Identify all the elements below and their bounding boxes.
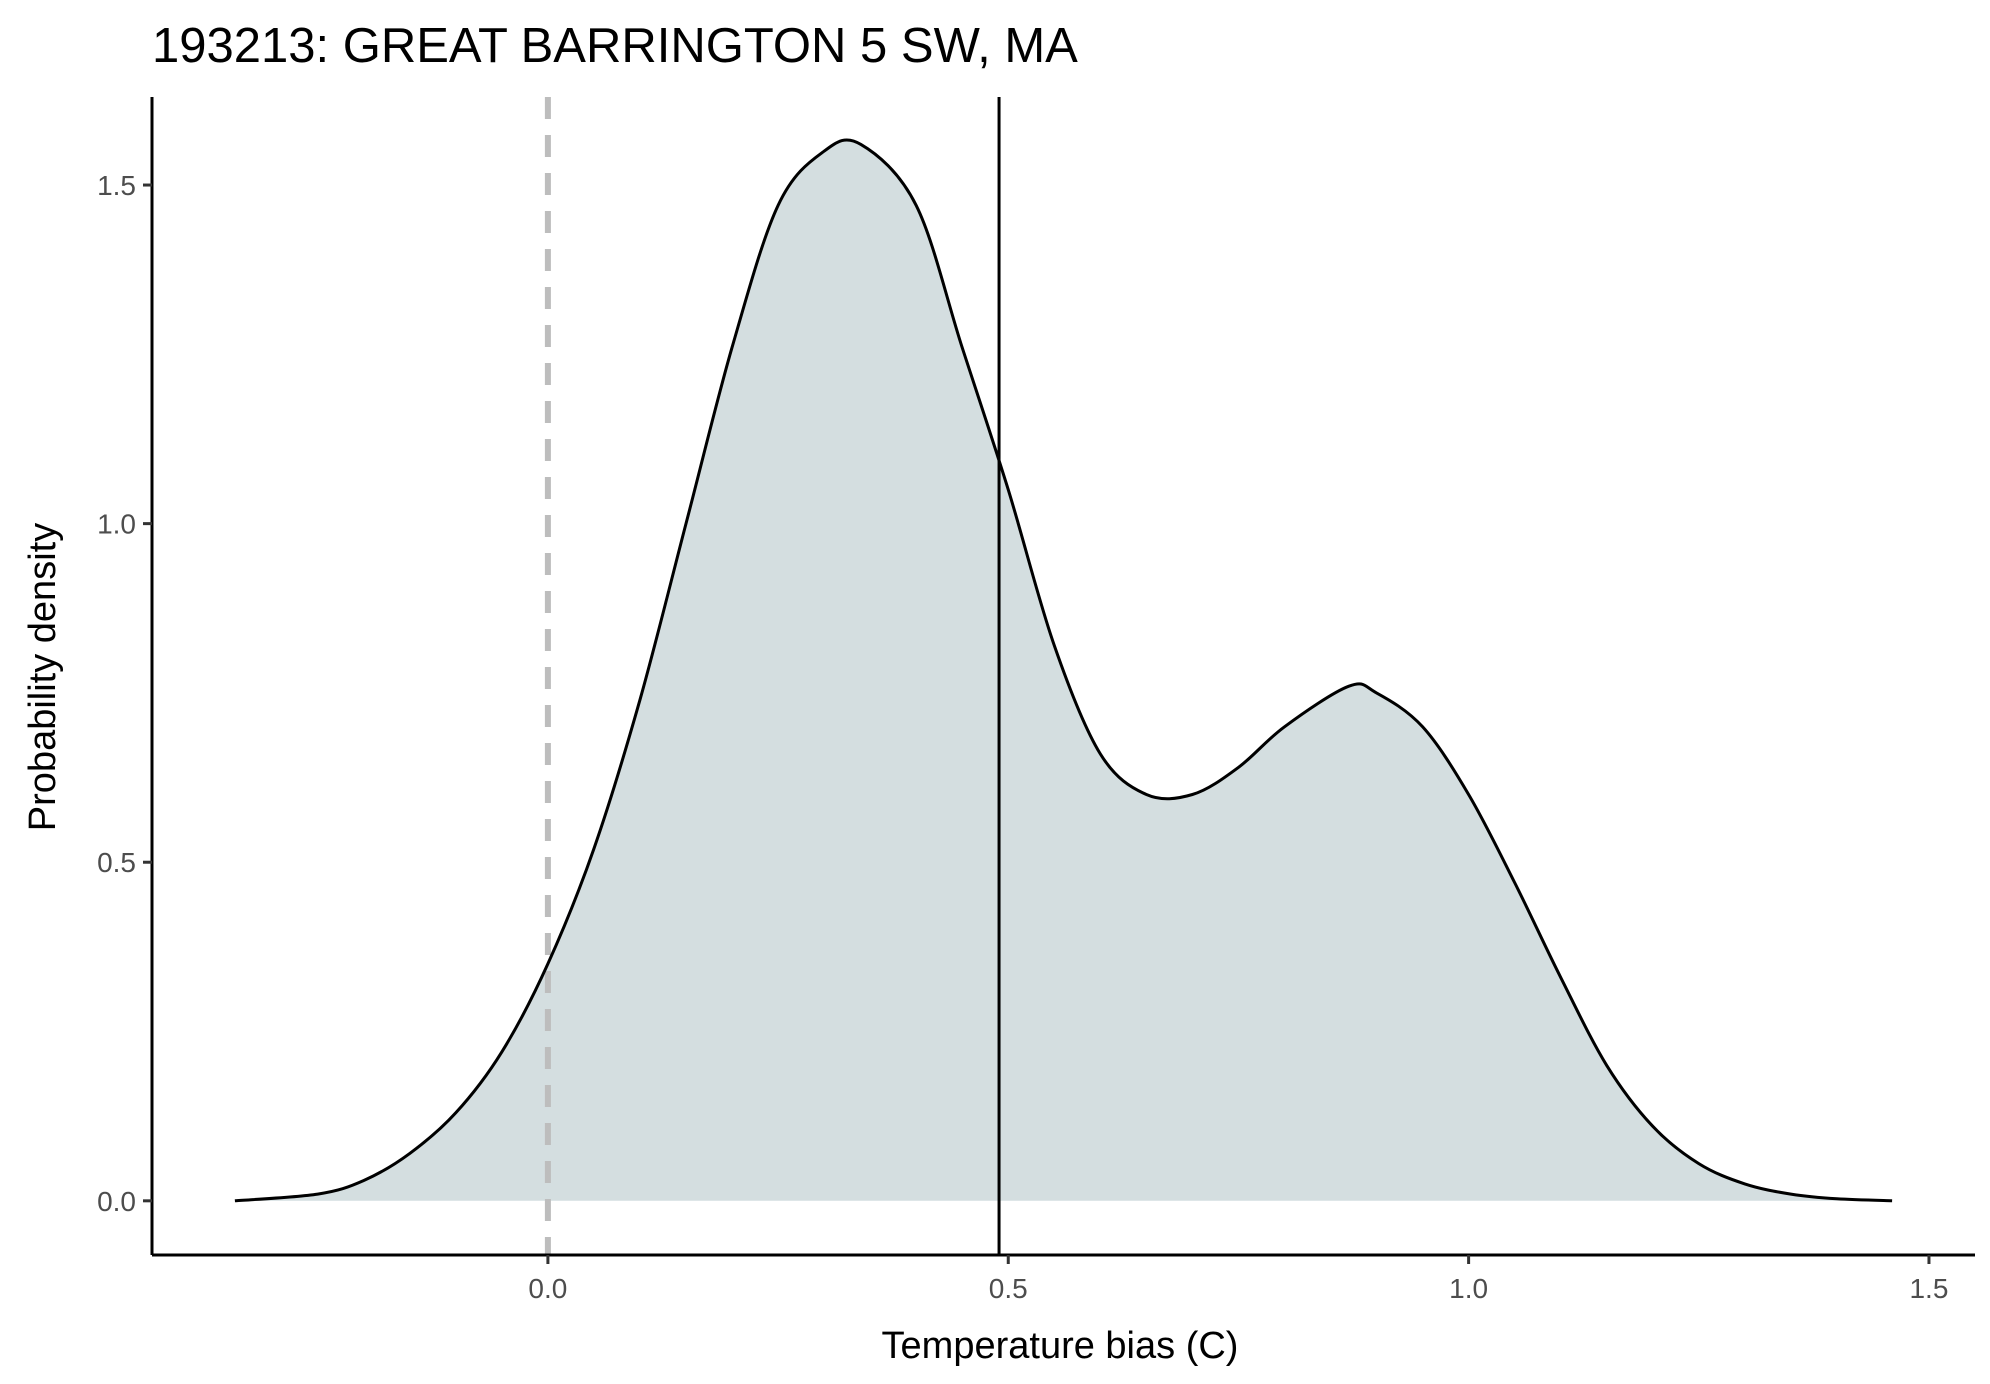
x-tick-label: 0.0 bbox=[528, 1273, 567, 1304]
y-axis-title: Probability density bbox=[22, 523, 64, 831]
x-tick-label: 0.5 bbox=[989, 1273, 1028, 1304]
density-area-fill bbox=[234, 139, 1893, 1201]
y-tick-label: 0.5 bbox=[97, 847, 136, 878]
x-tick-label: 1.0 bbox=[1449, 1273, 1488, 1304]
y-tick-label: 0.0 bbox=[97, 1186, 136, 1217]
x-tick-label: 1.5 bbox=[1909, 1273, 1948, 1304]
y-tick-label: 1.5 bbox=[97, 170, 136, 201]
chart-title: 193213: GREAT BARRINGTON 5 SW, MA bbox=[152, 19, 1078, 73]
y-tick-label: 1.0 bbox=[97, 509, 136, 540]
density-curve-line bbox=[234, 138, 1893, 1203]
x-axis-title: Temperature bias (C) bbox=[882, 1325, 1239, 1367]
plot-area bbox=[234, 97, 1893, 1255]
axes: 0.0 0.5 1.0 1.5 0.0 0.5 1.0 1.5 bbox=[97, 97, 1975, 1304]
